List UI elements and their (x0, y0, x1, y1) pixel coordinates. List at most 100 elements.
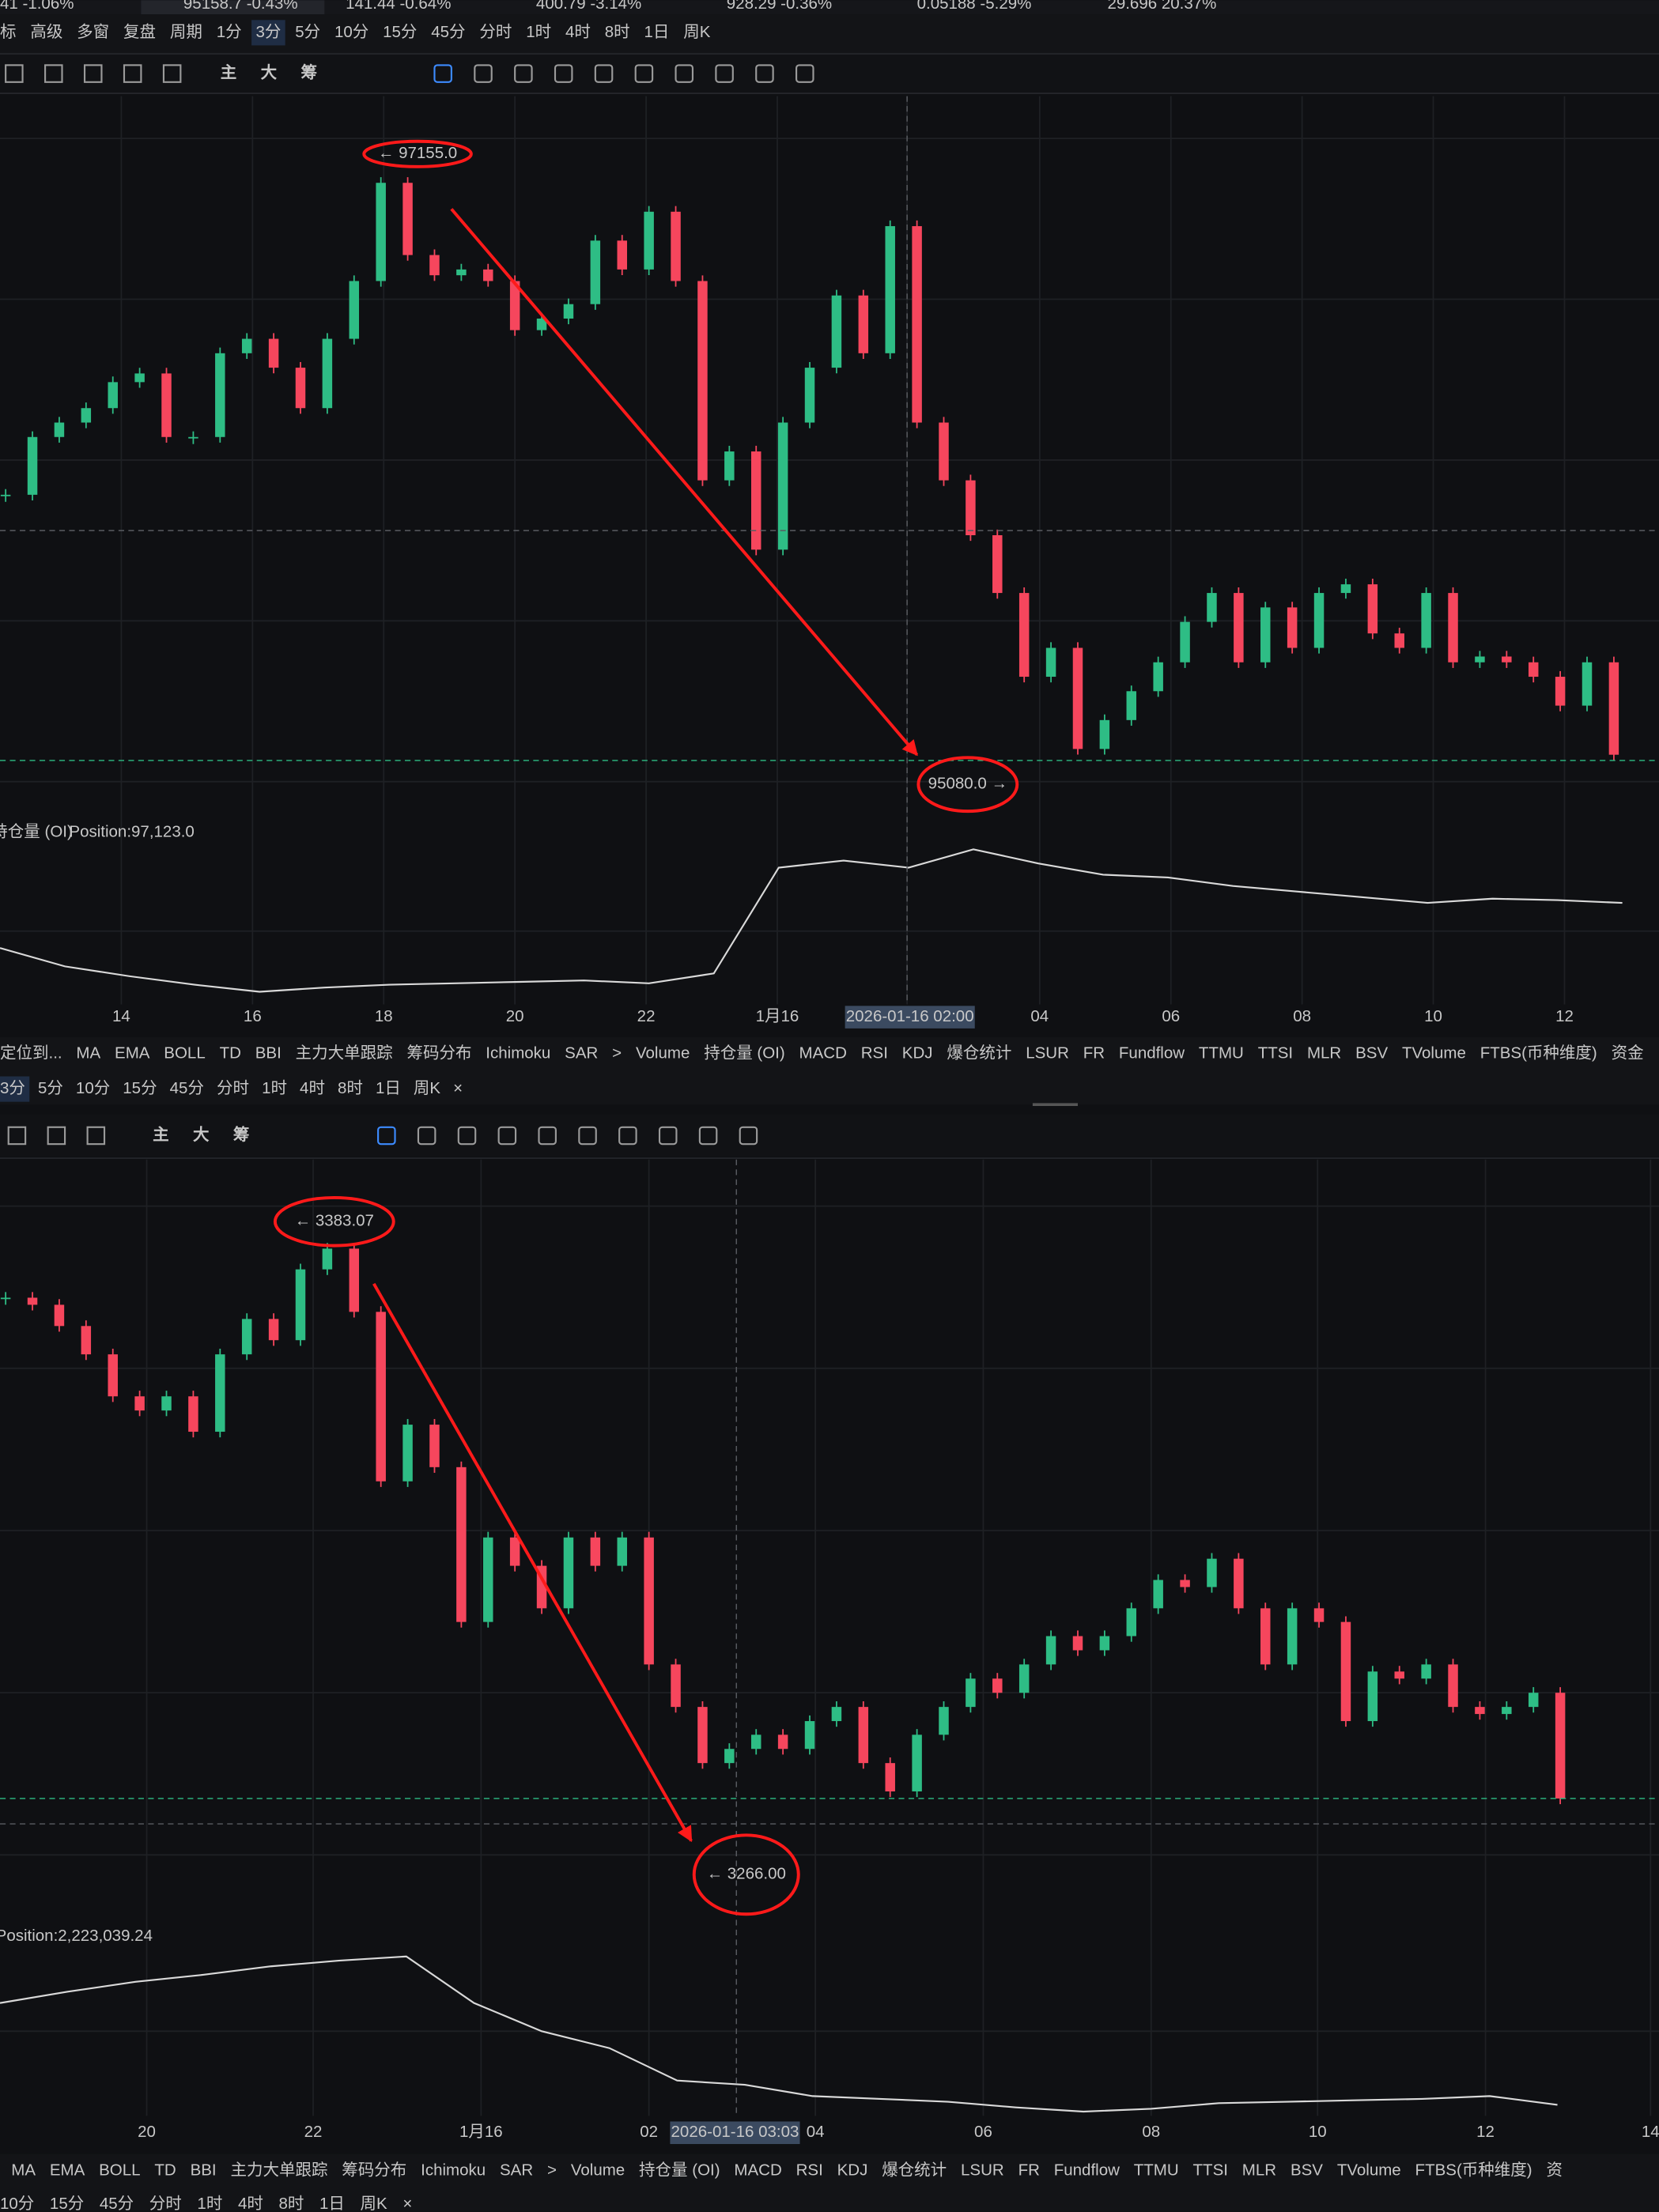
menu-item[interactable]: MACD (734, 2161, 781, 2179)
menu-item[interactable]: 4时 (300, 1079, 325, 1097)
menu-item[interactable]: 5分 (295, 23, 320, 41)
menu-item[interactable]: 45分 (170, 1079, 204, 1097)
menu-item[interactable]: BBI (255, 1044, 282, 1062)
menu-item[interactable]: TTMU (1199, 1044, 1244, 1062)
menu-item[interactable]: FR (1083, 1044, 1105, 1062)
menu-item[interactable]: MACD (799, 1044, 847, 1062)
menu-item[interactable]: 1日 (644, 23, 669, 41)
candle (456, 1466, 467, 1622)
menu-item[interactable]: 爆仓统计 (882, 2161, 947, 2179)
menu-item[interactable]: 4时 (238, 2195, 263, 2212)
candle (1475, 1707, 1485, 1715)
menu-item[interactable]: KDJ (902, 1044, 933, 1062)
menu-item[interactable]: 资金 (1612, 1044, 1644, 1062)
menu-item[interactable]: 1日 (376, 1079, 401, 1097)
menu-item[interactable]: 标 (0, 23, 16, 41)
menu-item[interactable]: 爆仓统计 (947, 1044, 1011, 1062)
menu-item[interactable]: 1分 (217, 23, 242, 41)
menu-item[interactable]: MA (76, 1044, 100, 1062)
menu-item[interactable]: Ichimoku (421, 2161, 486, 2179)
menu-item[interactable]: 1时 (197, 2195, 222, 2212)
menu-item[interactable]: 主力大单跟踪 (296, 1044, 393, 1062)
menu-item[interactable]: TVolume (1337, 2161, 1401, 2179)
menu-item[interactable]: RSI (861, 1044, 888, 1062)
menu-item[interactable]: 5分 (38, 1079, 63, 1097)
menu-item[interactable]: BOLL (164, 1044, 205, 1062)
menu-item[interactable]: 10分 (0, 2195, 34, 2212)
menu-item[interactable]: 持仓量 (OI) (704, 1044, 785, 1062)
menu-item[interactable]: 周K (361, 2195, 387, 2212)
crosshair-label: 2026-01-16 02:00 (846, 1007, 974, 1025)
menu-item[interactable]: TD (220, 1044, 241, 1062)
menu-item[interactable]: SAR (565, 1044, 598, 1062)
menu-item[interactable]: 分时 (217, 1079, 249, 1097)
candle (590, 240, 601, 304)
menu-item[interactable]: 资 (1546, 2161, 1563, 2179)
menu-item[interactable]: SAR (500, 2161, 533, 2179)
menu-item[interactable]: × (402, 2195, 412, 2212)
tool-icon (715, 64, 734, 83)
menu-item[interactable]: MLR (1307, 1044, 1341, 1062)
menu-item[interactable]: TTSI (1258, 1044, 1293, 1062)
menu-item[interactable]: LSUR (961, 2161, 1004, 2179)
menu-item[interactable]: 筹码分布 (406, 1044, 471, 1062)
menu-item[interactable]: MLR (1242, 2161, 1276, 2179)
candle (644, 211, 654, 270)
menu-item[interactable]: TD (154, 2161, 176, 2179)
menu-item[interactable]: EMA (115, 1044, 150, 1062)
menu-item[interactable]: Ichimoku (486, 1044, 550, 1062)
menu-item[interactable]: 筹码分布 (342, 2161, 406, 2179)
menu-item[interactable]: 1时 (262, 1079, 287, 1097)
menu-item[interactable]: 45分 (431, 23, 465, 41)
menu-item[interactable]: > (547, 2161, 557, 2179)
menu-item[interactable]: 周K (414, 1079, 440, 1097)
menu-item[interactable]: 4时 (565, 23, 591, 41)
menu-item[interactable]: Fundflow (1054, 2161, 1120, 2179)
menu-item[interactable]: MA (11, 2161, 36, 2179)
menu-item[interactable]: BSV (1355, 1044, 1388, 1062)
menu-item[interactable]: BBI (191, 2161, 217, 2179)
menu-item[interactable]: BOLL (99, 2161, 140, 2179)
menu-item[interactable]: TTMU (1134, 2161, 1179, 2179)
menu-item[interactable]: 15分 (383, 23, 417, 41)
menu-item[interactable]: 8时 (278, 2195, 304, 2212)
menu-item[interactable]: FTBS(币种维度) (1415, 2161, 1532, 2179)
menu-item[interactable]: 周K (683, 23, 710, 41)
menu-item[interactable]: 8时 (338, 1079, 363, 1097)
menu-item[interactable]: 定位到... (0, 1044, 62, 1062)
menu-item[interactable]: 复盘 (123, 23, 156, 41)
menu-item[interactable]: 15分 (123, 1079, 157, 1097)
candle (268, 1319, 279, 1341)
menu-item[interactable]: 分时 (149, 2195, 182, 2212)
menu-item[interactable]: 8时 (605, 23, 630, 41)
menu-item[interactable]: 10分 (334, 23, 368, 41)
menu-item[interactable]: Fundflow (1119, 1044, 1185, 1062)
menu-item[interactable]: 高级 (30, 23, 62, 41)
menu-item[interactable]: 1日 (319, 2195, 345, 2212)
menu-item[interactable]: 1时 (526, 23, 551, 41)
menu-item[interactable]: × (453, 1079, 463, 1097)
menu-item[interactable]: 主力大单跟踪 (230, 2161, 327, 2179)
menu-item[interactable]: EMA (50, 2161, 85, 2179)
menu-item[interactable]: 持仓量 (OI) (639, 2161, 720, 2179)
menu-item[interactable]: 3分 (255, 23, 281, 41)
menu-item[interactable]: FTBS(币种维度) (1480, 1044, 1597, 1062)
menu-item[interactable]: 15分 (50, 2195, 84, 2212)
candle (1582, 662, 1593, 706)
menu-item[interactable]: TTSI (1193, 2161, 1228, 2179)
menu-item[interactable]: 45分 (100, 2195, 134, 2212)
menu-item[interactable]: FR (1018, 2161, 1040, 2179)
menu-item[interactable]: 周期 (170, 23, 202, 41)
menu-item[interactable]: 3分 (0, 1079, 25, 1097)
menu-item[interactable]: BSV (1291, 2161, 1323, 2179)
menu-item[interactable]: 分时 (479, 23, 512, 41)
menu-item[interactable]: 10分 (76, 1079, 110, 1097)
menu-item[interactable]: 多窗 (77, 23, 109, 41)
menu-item[interactable]: Volume (636, 1044, 690, 1062)
menu-item[interactable]: TVolume (1402, 1044, 1466, 1062)
menu-item[interactable]: KDJ (837, 2161, 868, 2179)
menu-item[interactable]: LSUR (1026, 1044, 1069, 1062)
menu-item[interactable]: Volume (571, 2161, 625, 2179)
menu-item[interactable]: > (612, 1044, 622, 1062)
menu-item[interactable]: RSI (796, 2161, 823, 2179)
